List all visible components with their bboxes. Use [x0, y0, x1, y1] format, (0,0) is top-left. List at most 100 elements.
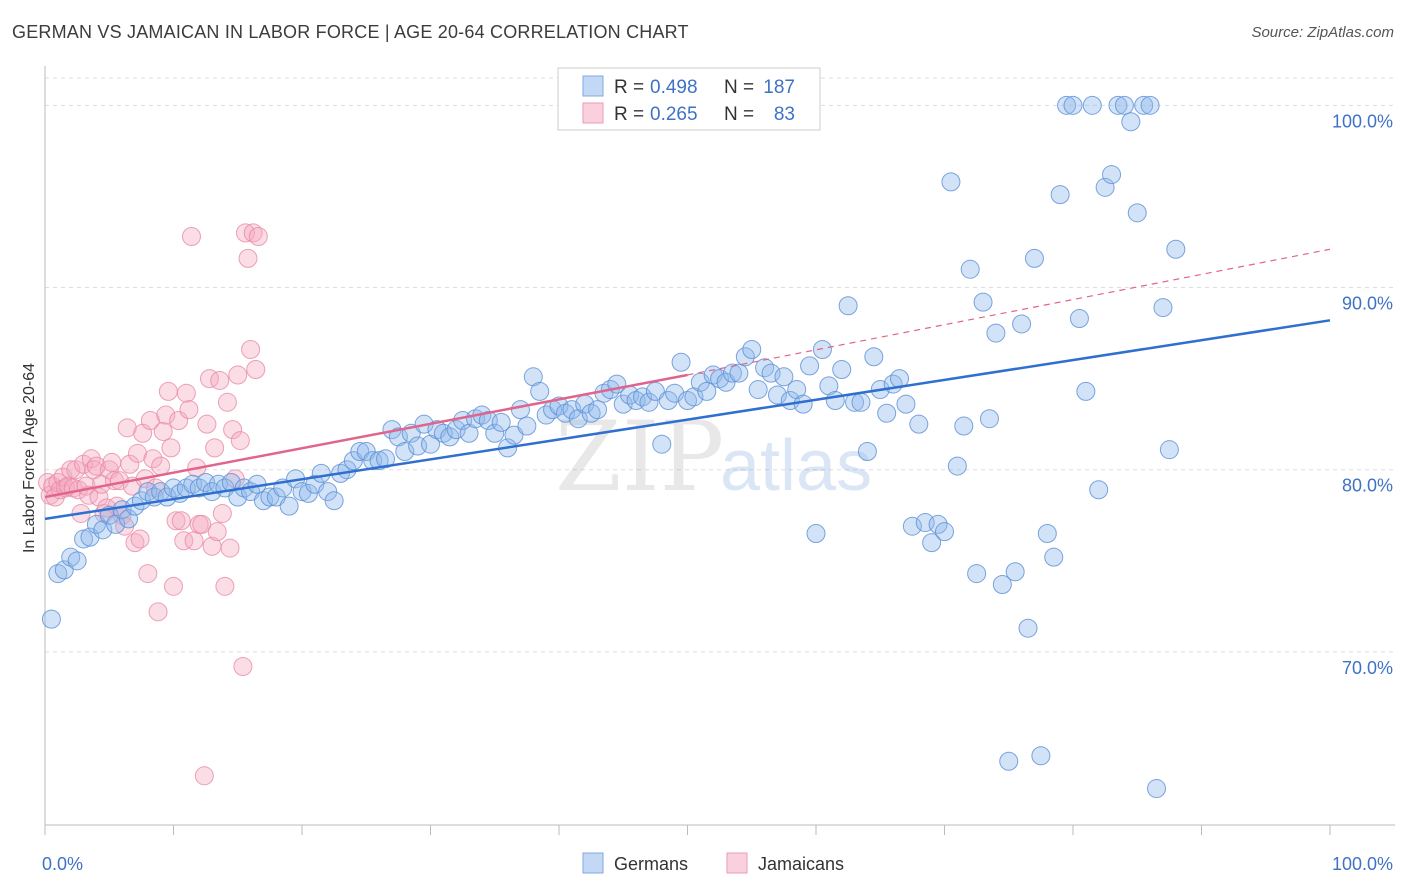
german-point — [979, 409, 999, 429]
german-point — [999, 751, 1019, 771]
german-point — [973, 292, 993, 312]
german-point — [857, 442, 877, 461]
german-point — [800, 356, 820, 376]
legend-swatch-germans — [582, 852, 604, 874]
german-point — [1159, 440, 1179, 460]
x-tick-label: 100.0% — [1332, 854, 1393, 874]
jamaican-point — [205, 438, 225, 458]
german-point — [960, 259, 980, 279]
legend-r-value: 0.265 — [650, 104, 698, 125]
jamaican-point — [156, 405, 176, 425]
german-point — [376, 449, 396, 469]
jamaican-point — [171, 511, 191, 531]
german-point — [755, 358, 775, 378]
jamaican-point — [161, 438, 181, 458]
german-point — [1121, 112, 1141, 132]
german-point — [671, 352, 691, 372]
jamaican-point — [238, 248, 258, 268]
german-point — [812, 339, 832, 359]
german-point — [1005, 562, 1025, 582]
jamaican-point — [153, 421, 173, 441]
legend-jamaicans-label: Jamaicans — [758, 854, 844, 874]
german-point — [1050, 185, 1070, 205]
jamaican-point — [228, 365, 248, 385]
jamaican-point — [61, 460, 81, 480]
jamaican-point — [184, 531, 204, 551]
jamaican-point — [235, 223, 255, 243]
trend-lines — [44, 248, 1331, 521]
german-point — [652, 434, 672, 454]
german-point — [1024, 248, 1044, 268]
jamaican-point — [151, 456, 171, 476]
german-point — [710, 369, 730, 389]
jamaican-point — [223, 420, 243, 440]
german-point — [947, 456, 967, 476]
german-point — [279, 496, 299, 516]
german-point — [1031, 746, 1051, 766]
jamaicans-trend-extension — [687, 248, 1331, 376]
jamaican-point — [192, 514, 212, 534]
y-tick-label: 80.0% — [1342, 476, 1393, 496]
axes: 70.0% 80.0% 90.0% 100.0% 0.0% 100.0% — [42, 66, 1395, 874]
jamaican-point — [102, 452, 122, 472]
jamaican-point — [241, 339, 261, 359]
legend-swatch-blue — [582, 75, 604, 97]
german-point — [748, 380, 768, 400]
german-point — [48, 564, 68, 584]
jamaican-point — [210, 370, 230, 390]
german-point — [1012, 314, 1032, 334]
german-point — [851, 392, 871, 412]
german-point — [967, 564, 987, 584]
german-point — [742, 339, 762, 359]
german-point — [909, 414, 929, 434]
jamaicans-trend-line — [44, 373, 688, 499]
jamaican-point — [86, 456, 106, 476]
german-point — [1044, 547, 1064, 567]
german-point — [588, 400, 608, 420]
legend-n-value: 83 — [774, 104, 795, 125]
german-point — [350, 442, 370, 461]
german-point — [864, 347, 884, 367]
german-point — [645, 381, 665, 401]
german-point — [877, 403, 897, 423]
german-point — [986, 323, 1006, 343]
german-point — [253, 491, 273, 511]
chart-source: Source: ZipAtlas.com — [1251, 24, 1394, 41]
german-point — [189, 478, 209, 498]
german-point — [1057, 95, 1077, 115]
jamaican-point — [128, 443, 148, 463]
legend-n-value: 187 — [763, 77, 795, 98]
german-point — [767, 385, 787, 405]
german-point — [658, 390, 678, 410]
jamaican-point — [233, 656, 253, 676]
legend-r-label: R = — [614, 77, 644, 98]
german-point — [954, 416, 974, 436]
german-point — [832, 360, 852, 380]
german-point — [491, 412, 511, 432]
german-point — [1069, 308, 1089, 328]
y-tick-label: 90.0% — [1342, 294, 1393, 314]
watermark: ZIP atlas — [555, 401, 872, 513]
german-point — [395, 442, 415, 461]
jamaican-point — [215, 576, 235, 596]
jamaican-point — [84, 460, 104, 480]
germans-trend-line — [44, 319, 1331, 521]
german-point — [896, 394, 916, 414]
jamaican-point — [166, 511, 186, 531]
legend-n-label: N = — [724, 104, 754, 125]
german-point — [1095, 177, 1115, 197]
german-point — [119, 509, 139, 529]
jamaican-point — [220, 538, 240, 558]
german-point — [928, 514, 948, 534]
german-point — [722, 363, 742, 383]
y-tick-label: 100.0% — [1332, 111, 1393, 131]
legend-r-value: 0.498 — [650, 77, 698, 98]
jamaican-point — [143, 449, 163, 469]
german-point — [922, 533, 942, 553]
jamaican-point — [120, 454, 140, 474]
german-point — [697, 381, 717, 401]
german-point — [729, 363, 749, 383]
german-point — [902, 516, 922, 536]
german-point — [517, 416, 537, 436]
